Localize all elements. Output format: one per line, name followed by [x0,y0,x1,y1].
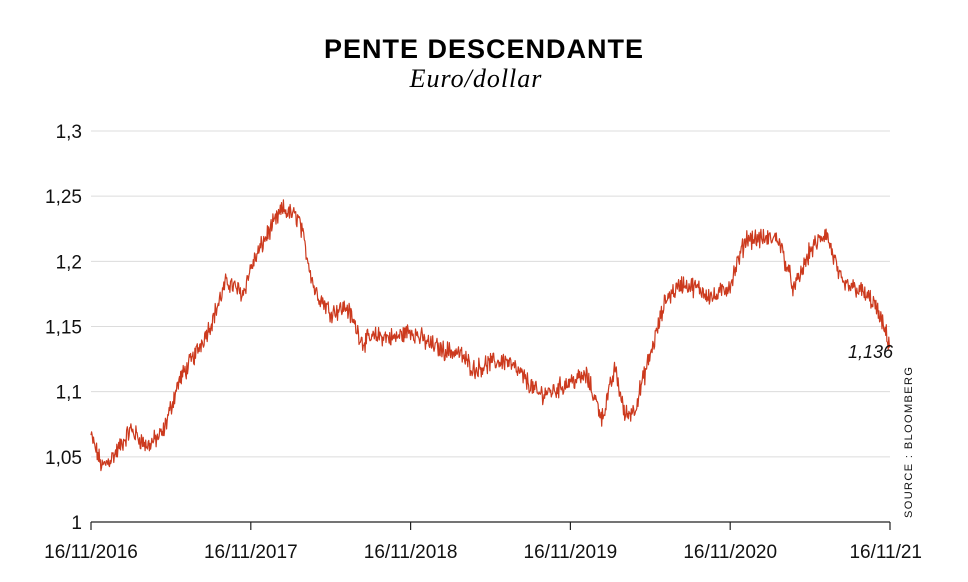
series-layer [90,199,891,472]
last-value-label: 1,136 [848,342,894,362]
x-tick-label: 16/11/21 [849,542,922,563]
x-tick-label: 16/11/2018 [364,542,458,563]
x-tick-label: 16/11/2017 [204,542,298,563]
x-tick-label: 16/11/2016 [44,542,138,563]
y-tick-label: 1,05 [45,448,82,469]
grid [91,130,890,458]
y-tick-label: 1,25 [45,187,82,208]
y-tick-label: 1,1 [56,383,82,404]
eur-usd-line [90,199,891,472]
y-tick-label: 1,2 [56,252,82,273]
source-label: SOURCE : BLOOMBERG [903,366,915,518]
x-tick-label: 16/11/2019 [524,542,618,563]
x-tick-label: 16/11/2020 [683,542,777,563]
chart-title: PENTE DESCENDANTE [323,34,645,64]
chart-subtitle: Euro/dollar [409,64,543,93]
x-axis: 16/11/2016 16/11/2017 16/11/2018 16/11/2019… [44,521,922,563]
y-tick-label: 1,15 [45,318,82,339]
y-tick-label: 1 [71,513,82,534]
y-tick-label: 1,3 [56,122,82,143]
y-axis-ticks: 1 1,05 1,1 1,15 1,2 1,25 1,3 [45,122,82,534]
